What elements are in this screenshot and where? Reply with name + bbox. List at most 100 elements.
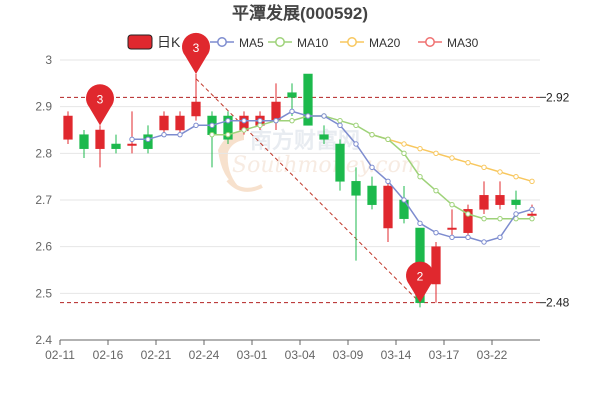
- candle-body: [447, 227, 457, 230]
- candle-body: [383, 185, 393, 229]
- legend-dot-ma5: [217, 37, 227, 47]
- ma5-point: [481, 239, 487, 245]
- candle-body: [271, 101, 281, 121]
- ma10-point: [225, 131, 231, 138]
- ma5-point: [257, 117, 263, 124]
- ma10-point: [529, 215, 535, 222]
- ma5-point: [321, 113, 327, 119]
- x-tick-label: 02-24: [189, 348, 220, 362]
- x-tick-label: 03-01: [237, 348, 268, 362]
- ma5-point: [129, 136, 135, 143]
- candle-body: [511, 199, 521, 205]
- ma20-point: [465, 159, 471, 166]
- ma10-point: [433, 187, 439, 194]
- ma20-point: [529, 178, 535, 185]
- ma5-point: [225, 117, 231, 124]
- legend-label-ma20: MA20: [369, 36, 401, 50]
- ma5-point: [177, 131, 183, 138]
- reference-line-label: 2.92: [546, 90, 570, 104]
- x-tick-label: 02-11: [45, 348, 75, 362]
- y-axis: 2.4 2.5 2.6 2.7 2.8 2.9 3: [35, 53, 52, 347]
- candle-body: [319, 134, 329, 140]
- ma5-point: [305, 113, 311, 119]
- pin-marker: [406, 261, 434, 303]
- candles: [63, 73, 537, 308]
- ma5-point: [449, 234, 455, 241]
- ma20-point: [497, 169, 503, 175]
- legend-swatch-kline: [127, 34, 153, 50]
- ma5-point: [337, 122, 343, 129]
- ma5-point: [353, 141, 359, 147]
- watermark-en-text: Southmoney.com: [232, 153, 422, 178]
- ma20-point: [481, 164, 487, 171]
- ma5-point: [161, 131, 167, 138]
- candle-body: [191, 101, 201, 117]
- ma5-point: [417, 220, 423, 227]
- legend-dot-ma30: [425, 37, 435, 47]
- ma10-point: [385, 136, 391, 143]
- candle-body: [463, 209, 473, 233]
- candle-body: [287, 92, 297, 98]
- y-tick-label: 3: [45, 53, 52, 67]
- ma20-point: [449, 155, 455, 161]
- ma5-point: [497, 234, 503, 241]
- ma10-point: [481, 215, 487, 222]
- ma10-point: [497, 215, 503, 222]
- ma10-point: [209, 131, 215, 138]
- chart-legend: 日K MA5 MA10 MA20 MA30: [127, 34, 479, 50]
- ma5-point: [465, 234, 471, 241]
- ma5-point: [529, 206, 535, 213]
- candle-body: [79, 134, 89, 149]
- candle-body: [111, 143, 121, 149]
- ma10-point: [465, 211, 471, 217]
- candle-body: [335, 143, 345, 182]
- candle-body: [63, 115, 73, 140]
- candle-body: [479, 195, 489, 210]
- y-tick-label: 2.8: [35, 146, 52, 160]
- x-axis: 02-11 02-16 02-21 02-24 03-01 03-04 03-09 03-14…: [45, 339, 540, 362]
- pin-marker: [86, 84, 114, 126]
- ma10-point: [257, 122, 263, 129]
- y-tick-label: 2.9: [35, 100, 52, 114]
- candle-body: [127, 143, 137, 146]
- ma10-point: [417, 173, 423, 180]
- reference-lines: 2.92 2.48: [60, 90, 570, 310]
- candle-body: [303, 73, 313, 126]
- ma10-point: [449, 201, 455, 208]
- x-tick-label: 03-09: [333, 348, 364, 362]
- x-tick-label: 03-22: [477, 348, 508, 362]
- candle-body: [351, 181, 361, 196]
- ma10-point: [353, 122, 359, 129]
- ma5-point: [385, 178, 391, 185]
- candle-body: [367, 185, 377, 205]
- pin-marker-label: 3: [97, 92, 104, 106]
- ma10-point: [401, 150, 407, 157]
- ma5-point: [145, 136, 151, 143]
- ma5-point: [209, 122, 215, 129]
- watermark-logo-arc: [226, 178, 263, 192]
- moving-averages: [129, 108, 535, 245]
- candle-body: [95, 129, 105, 149]
- chart-title: 平潭发展(000592): [232, 3, 368, 23]
- candle-body: [527, 213, 537, 216]
- ma10-point: [337, 117, 343, 124]
- pin-markers: 3 3 2: [86, 32, 434, 303]
- ma20-point: [433, 150, 439, 157]
- x-tick-label: 03-17: [429, 348, 460, 362]
- legend-dot-ma20: [347, 37, 357, 47]
- ma5-point: [193, 122, 199, 129]
- ma5-point: [401, 197, 407, 203]
- legend-label-ma5: MA5: [239, 36, 264, 50]
- x-tick-label: 02-21: [141, 348, 172, 362]
- legend-label-kline: 日K: [157, 34, 181, 50]
- reference-line-label: 2.48: [546, 296, 570, 310]
- trend-line-dashed: [195, 78, 421, 304]
- ma5-point: [369, 164, 375, 171]
- legend-label-ma10: MA10: [297, 36, 329, 50]
- candle-body: [159, 115, 169, 131]
- pin-marker-label: 2: [417, 270, 424, 284]
- ma20-point: [401, 141, 407, 147]
- ma5-point: [433, 229, 439, 236]
- ma5-point: [513, 211, 519, 217]
- y-tick-label: 2.4: [35, 333, 52, 347]
